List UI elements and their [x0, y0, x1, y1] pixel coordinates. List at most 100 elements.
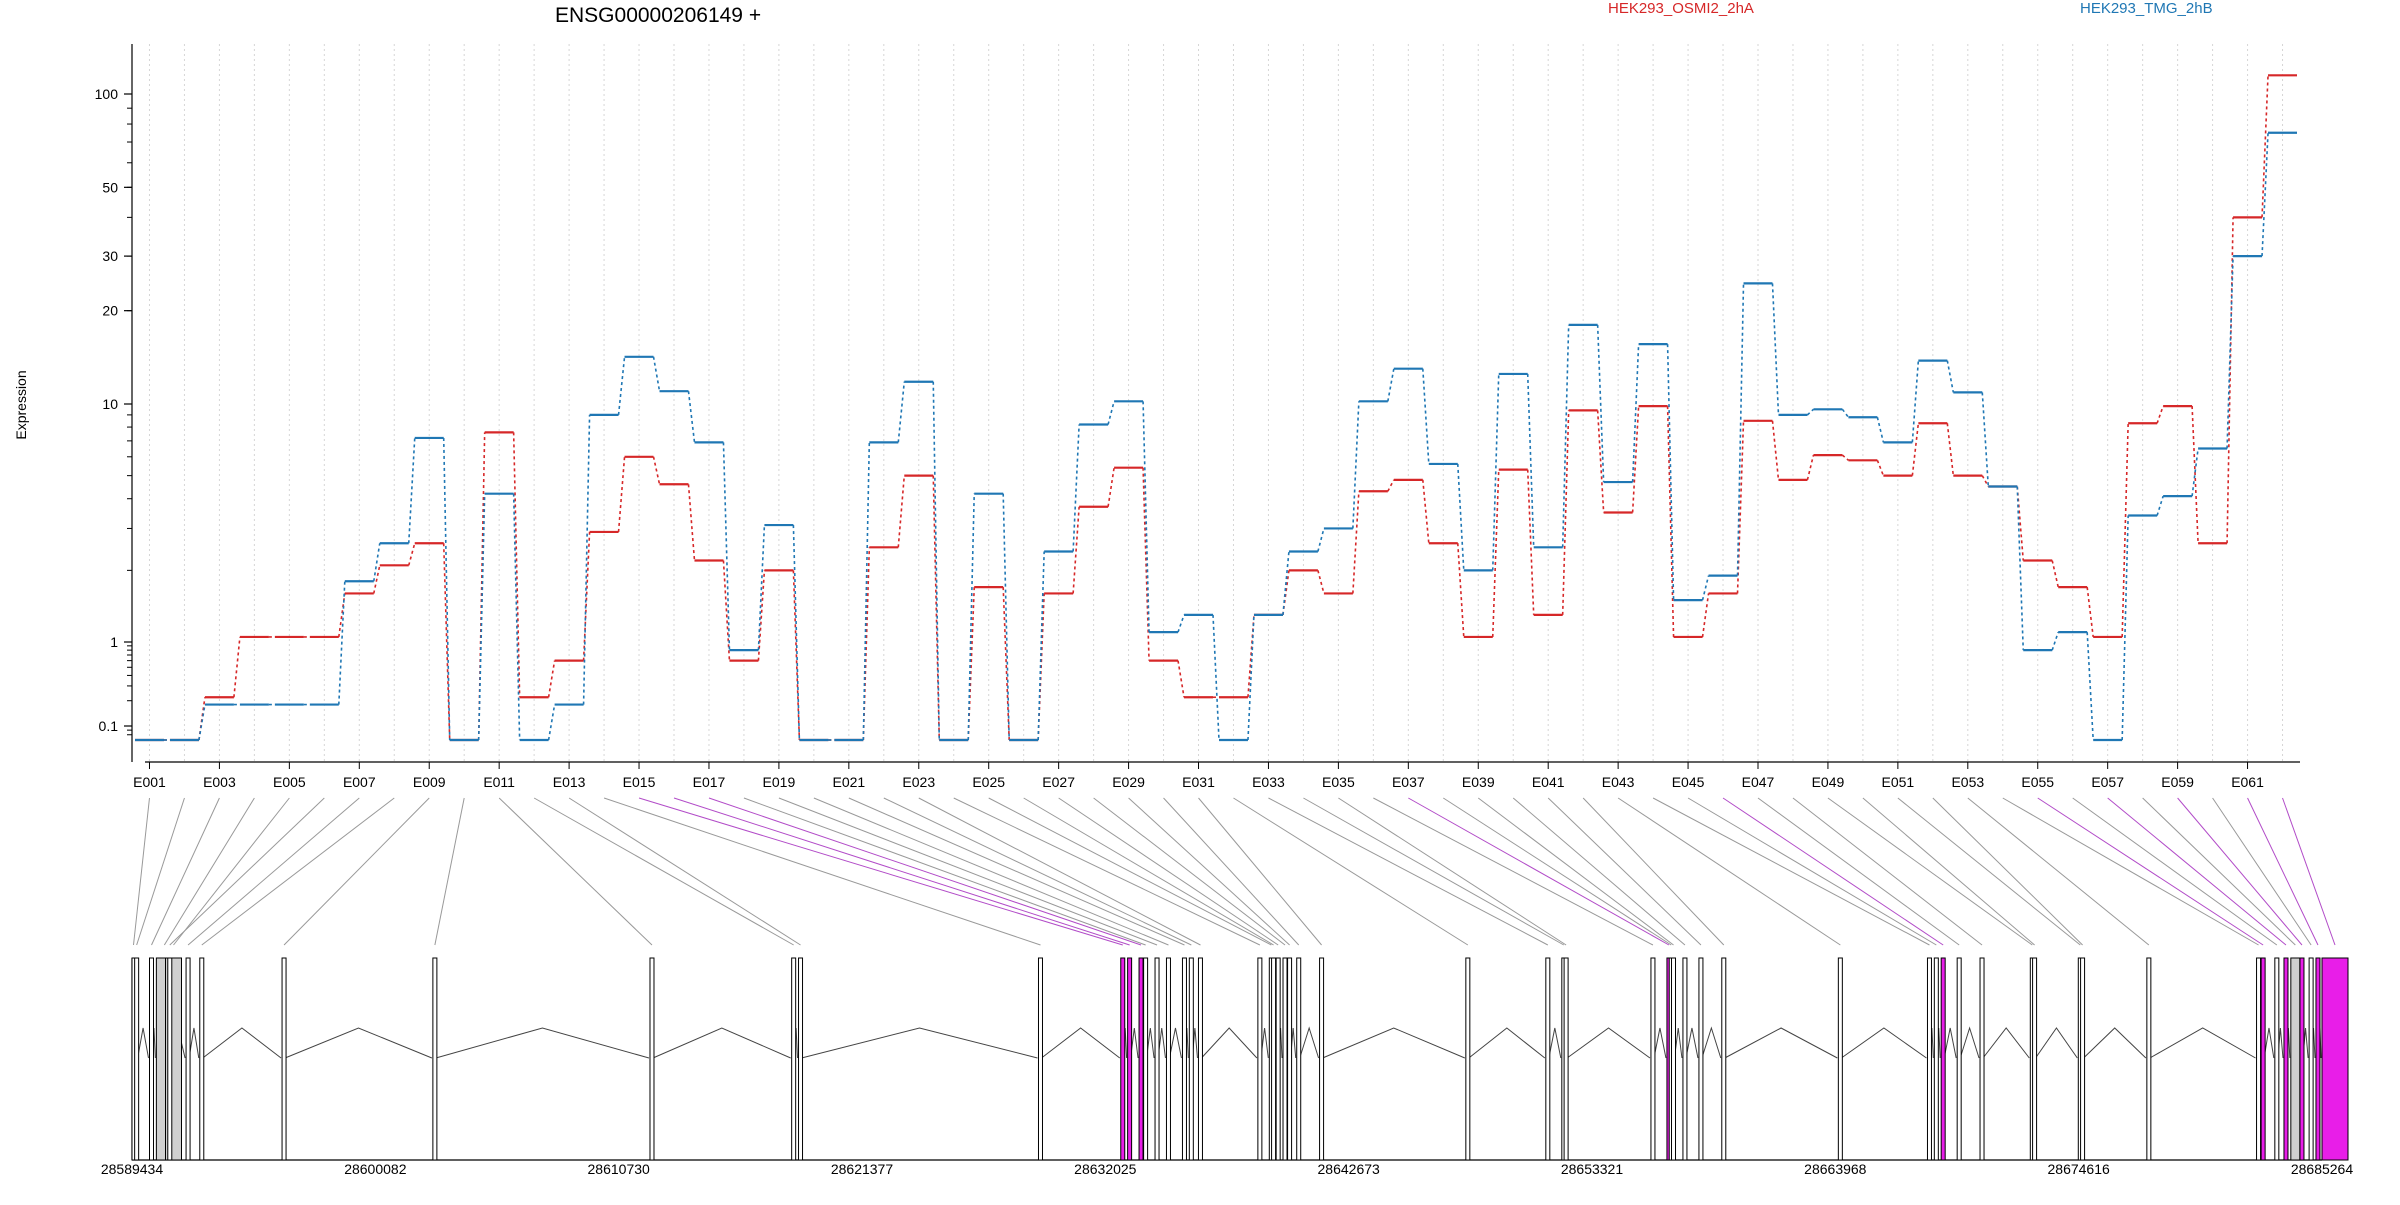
- exon-connector: [2002, 797, 2259, 946]
- x-tick-label: E037: [1392, 774, 1425, 790]
- step-connector: [512, 432, 521, 698]
- exon-connector: [1198, 797, 1322, 946]
- intron: [2263, 1027, 2275, 1059]
- intron: [1701, 1026, 1722, 1059]
- exon-connector: [498, 797, 653, 946]
- step-connector: [897, 381, 906, 443]
- step-connector: [1946, 423, 1955, 476]
- step-connector: [687, 484, 696, 561]
- step-connector: [967, 493, 976, 741]
- intron: [1566, 1027, 1651, 1059]
- exon-connector: [163, 797, 255, 946]
- step-connector: [1317, 570, 1325, 594]
- intron: [1168, 1027, 1182, 1059]
- step-connector: [372, 543, 381, 582]
- step-connector: [792, 525, 801, 741]
- step-connector: [1526, 469, 1535, 615]
- y-tick-label: 20: [102, 303, 118, 319]
- intron: [1685, 1027, 1699, 1059]
- exon-connector: [169, 797, 325, 946]
- step-connector: [442, 543, 451, 741]
- exon-connector: [2282, 797, 2336, 946]
- exon-connector: [1967, 797, 2150, 946]
- exon-block: [1282, 957, 1288, 1161]
- x-tick-label: E027: [1042, 774, 1075, 790]
- step-connector: [1247, 614, 1255, 698]
- step-connector: [1911, 423, 1920, 476]
- step-connector: [722, 442, 731, 651]
- exon-block: [2283, 957, 2289, 1161]
- x-tick-label: E053: [1951, 774, 1984, 790]
- exon-block: [2256, 957, 2262, 1161]
- exon-connector: [136, 797, 185, 946]
- intron: [202, 1027, 282, 1059]
- exon-block: [2321, 957, 2349, 1161]
- exon-block: [1296, 957, 1302, 1161]
- x-tick-label: E047: [1742, 774, 1775, 790]
- exon-connector: [2072, 797, 2278, 946]
- exon-connector: [1128, 797, 1290, 946]
- exon-block: [1271, 957, 1277, 1161]
- step-connector: [547, 704, 556, 741]
- step-connector: [1946, 360, 1955, 393]
- exon-block: [1940, 957, 1946, 1161]
- step-connector: [862, 442, 871, 741]
- intron: [2149, 1027, 2256, 1059]
- step-connector: [1701, 593, 1710, 638]
- intron: [2083, 1027, 2147, 1059]
- step-connector: [1596, 410, 1605, 513]
- step-connector: [338, 581, 346, 705]
- x-tick-label: E011: [483, 774, 515, 790]
- step-connector: [617, 356, 626, 415]
- step-connector: [1526, 373, 1535, 548]
- exon-connector: [813, 797, 1169, 946]
- exon-connector: [187, 797, 360, 946]
- genomic-coordinate-label: 28642673: [1318, 1161, 1381, 1177]
- step-connector: [1387, 479, 1395, 492]
- exon-block: [149, 957, 155, 1161]
- intron: [435, 1027, 650, 1059]
- exon-block: [1545, 957, 1551, 1161]
- genomic-coordinate-label: 28674616: [2048, 1161, 2111, 1177]
- exon-connector: [1512, 797, 1686, 946]
- exon-block: [1465, 957, 1471, 1161]
- intron: [188, 1027, 200, 1059]
- x-tick-label: E059: [2161, 774, 2194, 790]
- step-connector: [1247, 614, 1255, 741]
- intron: [801, 1027, 1038, 1059]
- intron: [137, 1027, 149, 1059]
- exon-block: [1127, 957, 1133, 1161]
- x-tick-label: E023: [902, 774, 935, 790]
- y-axis-label: Expression: [13, 370, 29, 439]
- exon-connector: [1652, 797, 1930, 946]
- y-tick-label: 10: [102, 396, 118, 412]
- exon-connector: [778, 797, 1158, 946]
- exon-connector: [151, 797, 220, 946]
- exon-connector: [1093, 797, 1286, 946]
- x-tick-label: E019: [763, 774, 796, 790]
- exon-block: [2260, 957, 2266, 1161]
- exon-connector: [568, 797, 801, 946]
- step-connector: [1422, 368, 1430, 464]
- intron: [1943, 1027, 1957, 1059]
- step-connector: [2121, 515, 2129, 741]
- exon-connector: [743, 797, 1146, 946]
- step-connector: [1072, 424, 1080, 552]
- step-connector: [1771, 283, 1780, 415]
- exon-connector: [1058, 797, 1279, 946]
- exon-block: [1933, 957, 1939, 1161]
- exon-connector: [1932, 797, 2083, 946]
- intron: [1201, 1027, 1258, 1059]
- genomic-coordinate-label: 28653321: [1561, 1161, 1624, 1177]
- step-connector: [1981, 475, 1989, 487]
- step-connector: [2016, 486, 2025, 651]
- exon-connector: [173, 797, 290, 946]
- exon-connector: [1408, 797, 1670, 946]
- step-connector: [1561, 410, 1570, 615]
- step-connector: [1422, 479, 1430, 544]
- exon-block: [1165, 957, 1171, 1161]
- exon-block: [791, 957, 797, 1161]
- exon-block: [649, 957, 655, 1161]
- exon-connector: [673, 797, 1130, 946]
